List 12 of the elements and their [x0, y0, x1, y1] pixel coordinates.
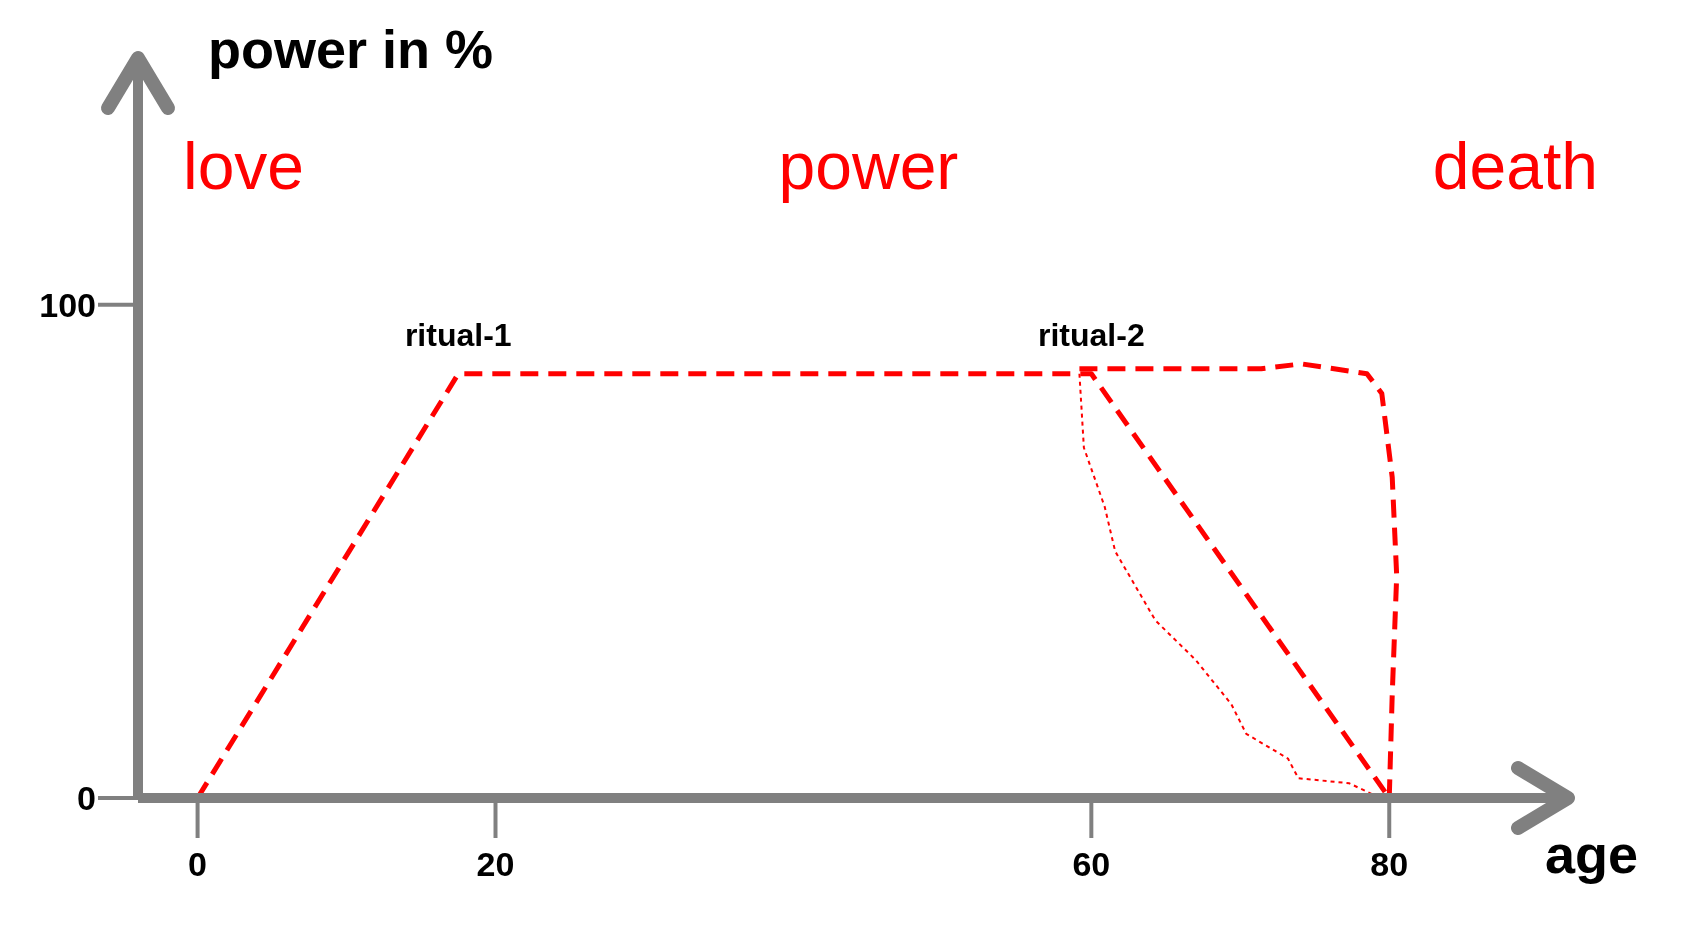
x-tick-label: 80 — [1370, 845, 1409, 884]
x-tick-label: 60 — [1072, 845, 1111, 884]
annotation: death — [1432, 128, 1598, 204]
annotation: love — [183, 128, 305, 204]
y-axis-title: power in % — [208, 18, 494, 80]
x-tick-label: 20 — [476, 845, 515, 884]
y-tick-label: 100 — [39, 285, 96, 324]
annotation: power — [778, 128, 959, 204]
x-tick-label: 0 — [188, 845, 208, 884]
annotation: ritual-1 — [404, 316, 512, 353]
annotation: ritual-2 — [1037, 316, 1145, 353]
x-axis-title: age — [1544, 823, 1638, 885]
